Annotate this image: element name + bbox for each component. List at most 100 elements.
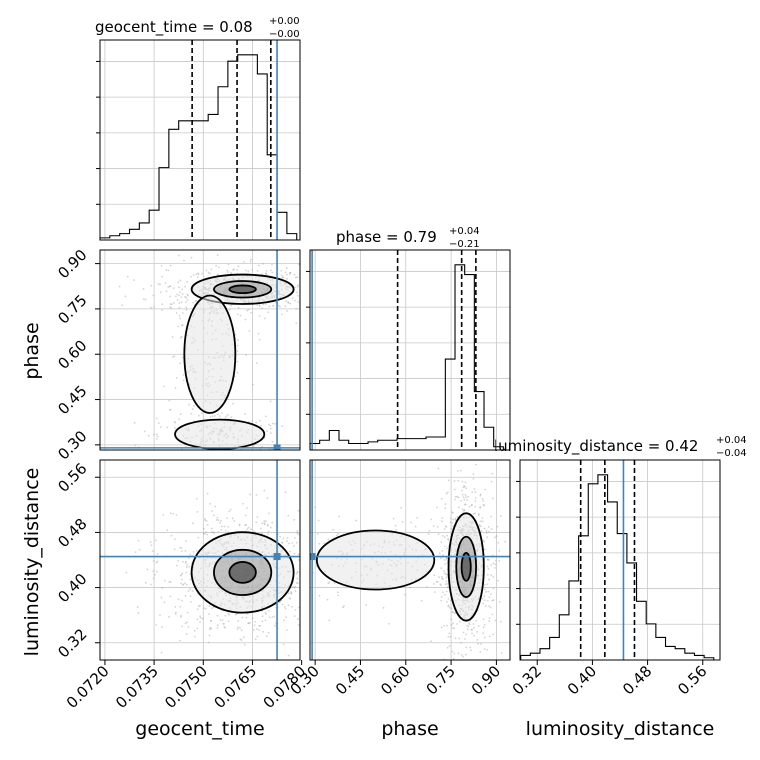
contour-geocent_time-phase-1-0 [183,294,237,414]
frame-hist-geocent_time [99,39,301,241]
sample-point-geocent_time-luminosity_distance [210,627,213,630]
sample-point-geocent_time-phase [265,415,267,418]
sample-point-phase-luminosity_distance [475,463,477,466]
sample-point-geocent_time-phase [217,273,219,276]
sample-point-phase-luminosity_distance [438,576,440,579]
sample-point-phase-luminosity_distance [443,624,446,627]
sample-point-phase-luminosity_distance [440,595,443,598]
sample-point-geocent_time-luminosity_distance [208,634,211,637]
sample-point-geocent_time-luminosity_distance [296,570,299,573]
sample-point-geocent_time-phase [244,413,247,415]
sample-point-phase-luminosity_distance [447,604,450,607]
sample-point-phase-luminosity_distance [448,645,451,647]
sample-point-phase-luminosity_distance [342,605,345,608]
sample-point-geocent_time-luminosity_distance [290,592,293,595]
sample-point-geocent_time-phase [169,408,172,411]
sample-point-geocent_time-luminosity_distance [149,541,152,543]
sample-point-geocent_time-luminosity_distance [151,550,154,552]
sample-point-phase-luminosity_distance [461,493,464,496]
sample-point-phase-luminosity_distance [461,508,464,511]
sample-point-geocent_time-luminosity_distance [235,613,237,616]
sample-point-geocent_time-phase [181,324,184,326]
sample-point-geocent_time-luminosity_distance [301,626,303,628]
sample-point-geocent_time-phase [192,274,195,277]
sample-point-phase-luminosity_distance [446,646,449,649]
sample-point-phase-luminosity_distance [318,594,321,597]
sample-point-geocent_time-luminosity_distance [167,615,170,618]
sample-point-phase-luminosity_distance [486,583,489,586]
sample-point-geocent_time-phase [190,412,193,415]
sample-point-geocent_time-luminosity_distance [245,616,248,619]
sample-point-geocent_time-phase [179,279,182,282]
title-luminosity-distance: luminosity_distance = 0.42 +0.04 −0.04 [494,435,747,459]
sample-point-geocent_time-luminosity_distance [213,514,215,517]
sample-point-geocent_time-phase [201,272,203,275]
sample-point-geocent_time-luminosity_distance [219,521,221,524]
density-phase-luminosity_distance [315,512,485,622]
sample-point-geocent_time-phase [216,413,219,416]
sample-point-geocent_time-phase [247,270,250,273]
sample-point-geocent_time-luminosity_distance [184,550,187,552]
frame-geocent_time-phase [99,249,301,451]
sample-point-phase-luminosity_distance [451,511,454,514]
sample-point-geocent_time-phase [218,266,220,269]
ylabel-phase: phase [21,322,43,379]
sample-point-geocent_time-luminosity_distance [295,581,298,584]
sample-point-phase-luminosity_distance [477,514,480,516]
hist-step-phase [309,264,504,450]
sample-point-geocent_time-luminosity_distance [172,512,174,515]
sample-point-geocent_time-phase [246,309,249,312]
sample-point-phase-luminosity_distance [425,585,428,588]
sample-point-geocent_time-phase [271,422,274,425]
sample-point-geocent_time-luminosity_distance [256,635,259,638]
sample-point-phase-luminosity_distance [494,536,497,539]
sample-point-geocent_time-phase [197,273,200,276]
sample-point-geocent_time-luminosity_distance [223,626,226,629]
sample-point-geocent_time-luminosity_distance [244,524,247,527]
sample-point-geocent_time-luminosity_distance [224,529,227,532]
sample-point-geocent_time-luminosity_distance [245,523,248,526]
sample-point-phase-luminosity_distance [435,581,438,583]
sample-point-geocent_time-luminosity_distance [266,497,269,500]
sample-point-phase-luminosity_distance [492,599,495,602]
sample-point-geocent_time-phase [150,306,153,309]
panel-geocent_time-luminosity_distance [99,459,303,661]
sample-point-geocent_time-phase [157,422,160,424]
ytick-label-luminosity_distance-1: 0.40 [54,570,90,606]
sample-point-geocent_time-phase [356,291,358,293]
sample-point-geocent_time-phase [156,435,159,438]
sample-point-geocent_time-phase [178,314,181,317]
sample-point-geocent_time-luminosity_distance [182,583,185,586]
sample-point-phase-luminosity_distance [338,515,341,518]
sample-point-geocent_time-luminosity_distance [199,616,202,619]
sample-point-phase-luminosity_distance [432,582,435,585]
sample-point-geocent_time-luminosity_distance [159,614,161,617]
sample-point-geocent_time-luminosity_distance [162,514,165,516]
contour-phase-luminosity_distance-1-0 [315,529,436,591]
sample-point-geocent_time-phase [183,259,185,262]
sample-point-geocent_time-luminosity_distance [239,626,241,629]
sample-point-phase-luminosity_distance [448,632,451,635]
sample-point-phase-luminosity_distance [474,512,477,515]
sample-point-geocent_time-phase [277,304,280,307]
sample-point-geocent_time-phase [175,377,178,379]
sample-point-geocent_time-phase [287,301,290,304]
sample-point-geocent_time-phase [248,330,251,332]
sample-point-phase-luminosity_distance [446,431,448,433]
sample-point-geocent_time-luminosity_distance [249,493,252,496]
sample-point-geocent_time-phase [334,279,336,281]
sample-point-geocent_time-phase [177,286,180,289]
title-luminosity-distance-label: luminosity_distance = 0.42 [494,437,698,456]
sample-point-phase-luminosity_distance [486,573,489,576]
sample-point-geocent_time-luminosity_distance [240,629,243,632]
sample-point-geocent_time-luminosity_distance [177,598,180,601]
sample-point-geocent_time-phase [180,335,183,338]
sample-point-geocent_time-phase [268,305,271,308]
sample-point-geocent_time-phase [333,289,335,291]
sample-point-geocent_time-luminosity_distance [161,587,164,589]
sample-point-geocent_time-phase [257,264,260,267]
sample-point-geocent_time-phase [180,296,183,298]
sample-point-geocent_time-phase [303,289,305,291]
sample-point-geocent_time-phase [272,304,274,307]
